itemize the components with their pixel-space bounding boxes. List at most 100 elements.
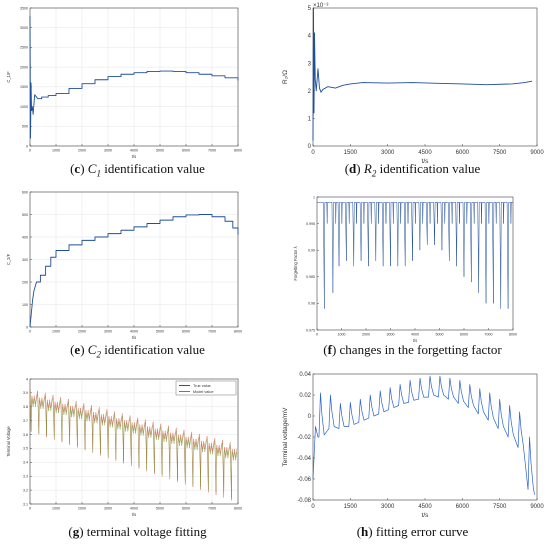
y-tick-label: 400 bbox=[22, 235, 28, 239]
x-tick-label: 3000 bbox=[104, 507, 112, 511]
x-tick-label: 1500 bbox=[344, 504, 358, 510]
caption-f: (f) changes in the forgetting factor bbox=[323, 342, 502, 357]
x-tick-label: 6000 bbox=[182, 149, 190, 153]
y-tick-label: 3 bbox=[308, 61, 312, 67]
y-tick-label: 0 bbox=[308, 414, 312, 420]
series-line bbox=[312, 375, 535, 495]
x-tick-label: 6000 bbox=[460, 333, 468, 337]
y-tick-label: 2 bbox=[308, 89, 312, 95]
x-tick-label: 6000 bbox=[182, 507, 190, 511]
x-tick-label: 3000 bbox=[381, 504, 395, 510]
y-tick-label: 1000 bbox=[20, 105, 28, 109]
caption-g-text: terminal voltage fitting bbox=[83, 524, 207, 539]
y-tick-label: 3.1 bbox=[23, 502, 28, 506]
x-tick-label: 3000 bbox=[381, 150, 395, 156]
x-tick-label: 4000 bbox=[130, 149, 138, 153]
y-tick-label: 0.98 bbox=[308, 302, 315, 306]
caption-d: (d) R2 identification value bbox=[344, 161, 481, 179]
x-tick-label: 7000 bbox=[485, 333, 493, 337]
x-tick-label: 0 bbox=[29, 507, 31, 511]
x-tick-label: 5000 bbox=[436, 333, 444, 337]
caption-h-text: fitting error curve bbox=[372, 524, 469, 539]
caption-c-text: identification value bbox=[100, 161, 205, 176]
x-tick-label: 5000 bbox=[156, 149, 164, 153]
legend-box bbox=[175, 380, 237, 396]
y-axis-label: C_1/F bbox=[6, 71, 11, 83]
y-tick-label: -0.06 bbox=[297, 477, 311, 483]
plot-frame bbox=[316, 196, 514, 331]
caption-e: (e) C2 identification value bbox=[70, 342, 205, 360]
y-tick-label: 3.3 bbox=[23, 474, 28, 478]
y-tick-label: 0 bbox=[26, 325, 28, 329]
x-tick-label: 0 bbox=[316, 333, 318, 337]
caption-d-letter: d bbox=[349, 161, 357, 176]
series-line bbox=[317, 202, 513, 309]
x-tick-label: 1000 bbox=[52, 330, 60, 334]
y-tick-label: 300 bbox=[22, 258, 28, 262]
caption-e-letter: e bbox=[74, 342, 81, 357]
series-line-true bbox=[29, 388, 238, 501]
y-tick-label: 3500 bbox=[20, 6, 28, 10]
x-tick-label: 7000 bbox=[208, 330, 216, 334]
series-line bbox=[312, 7, 533, 141]
caption-e-text: identification value bbox=[100, 342, 205, 357]
caption-c-symbol: C bbox=[87, 161, 97, 176]
y-tick-label: 3.7 bbox=[23, 419, 28, 423]
x-tick-label: 6000 bbox=[456, 504, 470, 510]
y-tick-label: 2500 bbox=[20, 46, 28, 50]
y-tick-label: 3.6 bbox=[23, 433, 28, 437]
y-tick-label: 0 bbox=[26, 144, 28, 148]
caption-e-sub: 2 bbox=[96, 349, 101, 360]
y-tick-label: 3.5 bbox=[23, 447, 28, 451]
caption-d-text: identification value bbox=[376, 161, 481, 176]
x-tick-label: 0 bbox=[311, 150, 315, 156]
x-axis-label: t/s bbox=[132, 154, 136, 159]
x-tick-label: 4000 bbox=[411, 333, 419, 337]
x-tick-label: 7500 bbox=[493, 150, 507, 156]
y-tick-label: 0.995 bbox=[306, 222, 315, 226]
x-tick-label: 1000 bbox=[338, 333, 346, 337]
panel-g: 0 1000 2000 3000 4000 5000 6000 7000 8000 3.1 3.2 3… bbox=[0, 364, 275, 545]
x-tick-label: 8000 bbox=[509, 333, 517, 337]
chart-f: 0 1000 2000 3000 4000 5000 6000 7000 8000 0.975 0.… bbox=[293, 195, 517, 343]
legend-label-true: True value bbox=[193, 384, 211, 388]
legend-label-model: Model value bbox=[193, 390, 213, 394]
series-line bbox=[29, 214, 239, 328]
caption-h: (h) fitting error curve bbox=[356, 524, 469, 539]
x-tick-label: 1000 bbox=[52, 149, 60, 153]
panel-d: 0 1500 3000 4500 6000 7500 9000 0 1 2 3 4 5 t/s R₂/Ω ×1… bbox=[275, 0, 550, 182]
x-tick-label: 4500 bbox=[418, 504, 432, 510]
x-tick-label: 0 bbox=[311, 504, 315, 510]
x-tick-label: 1500 bbox=[344, 150, 358, 156]
caption-f-letter: f bbox=[327, 342, 332, 357]
caption-d-sub: 2 bbox=[371, 168, 377, 179]
x-tick-label: 6000 bbox=[456, 150, 470, 156]
x-tick-label: 0 bbox=[29, 149, 31, 153]
caption-f-text: changes in the forgetting factor bbox=[336, 342, 502, 357]
y-tick-label: 600 bbox=[22, 190, 28, 194]
plot-frame bbox=[312, 7, 538, 147]
x-axis-label: t/s bbox=[422, 158, 430, 165]
caption-c-sub: 1 bbox=[96, 168, 101, 179]
panel-c: 0 1000 2000 3000 4000 5000 6000 7000 8000 0 500 100… bbox=[0, 0, 275, 182]
y-tick-label: 3.8 bbox=[23, 405, 28, 409]
y-tick-label: 1 bbox=[313, 195, 315, 199]
chart-d: 0 1500 3000 4500 6000 7500 9000 0 1 2 3 4 5 t/s R₂/Ω ×1… bbox=[282, 3, 544, 165]
x-tick-label: 4500 bbox=[418, 150, 432, 156]
series-line-model bbox=[29, 391, 238, 498]
y-tick-label: 1500 bbox=[20, 85, 28, 89]
y-tick-label: -0.04 bbox=[297, 456, 311, 462]
y-tick-label: 500 bbox=[22, 125, 28, 129]
x-tick-label: 4000 bbox=[130, 507, 138, 511]
x-tick-label: 2000 bbox=[78, 330, 86, 334]
y-tick-label: -0.02 bbox=[297, 435, 311, 441]
y-tick-label: -0.08 bbox=[297, 498, 311, 504]
x-tick-label: 8000 bbox=[234, 149, 242, 153]
x-tick-label: 5000 bbox=[156, 507, 164, 511]
y-tick-label: 4 bbox=[308, 34, 312, 40]
caption-d-symbol: R bbox=[363, 161, 372, 176]
y-tick-label: 500 bbox=[22, 213, 28, 217]
x-tick-label: 7500 bbox=[493, 504, 507, 510]
x-tick-label: 4000 bbox=[130, 330, 138, 334]
y-tick-label: 1 bbox=[308, 117, 312, 123]
